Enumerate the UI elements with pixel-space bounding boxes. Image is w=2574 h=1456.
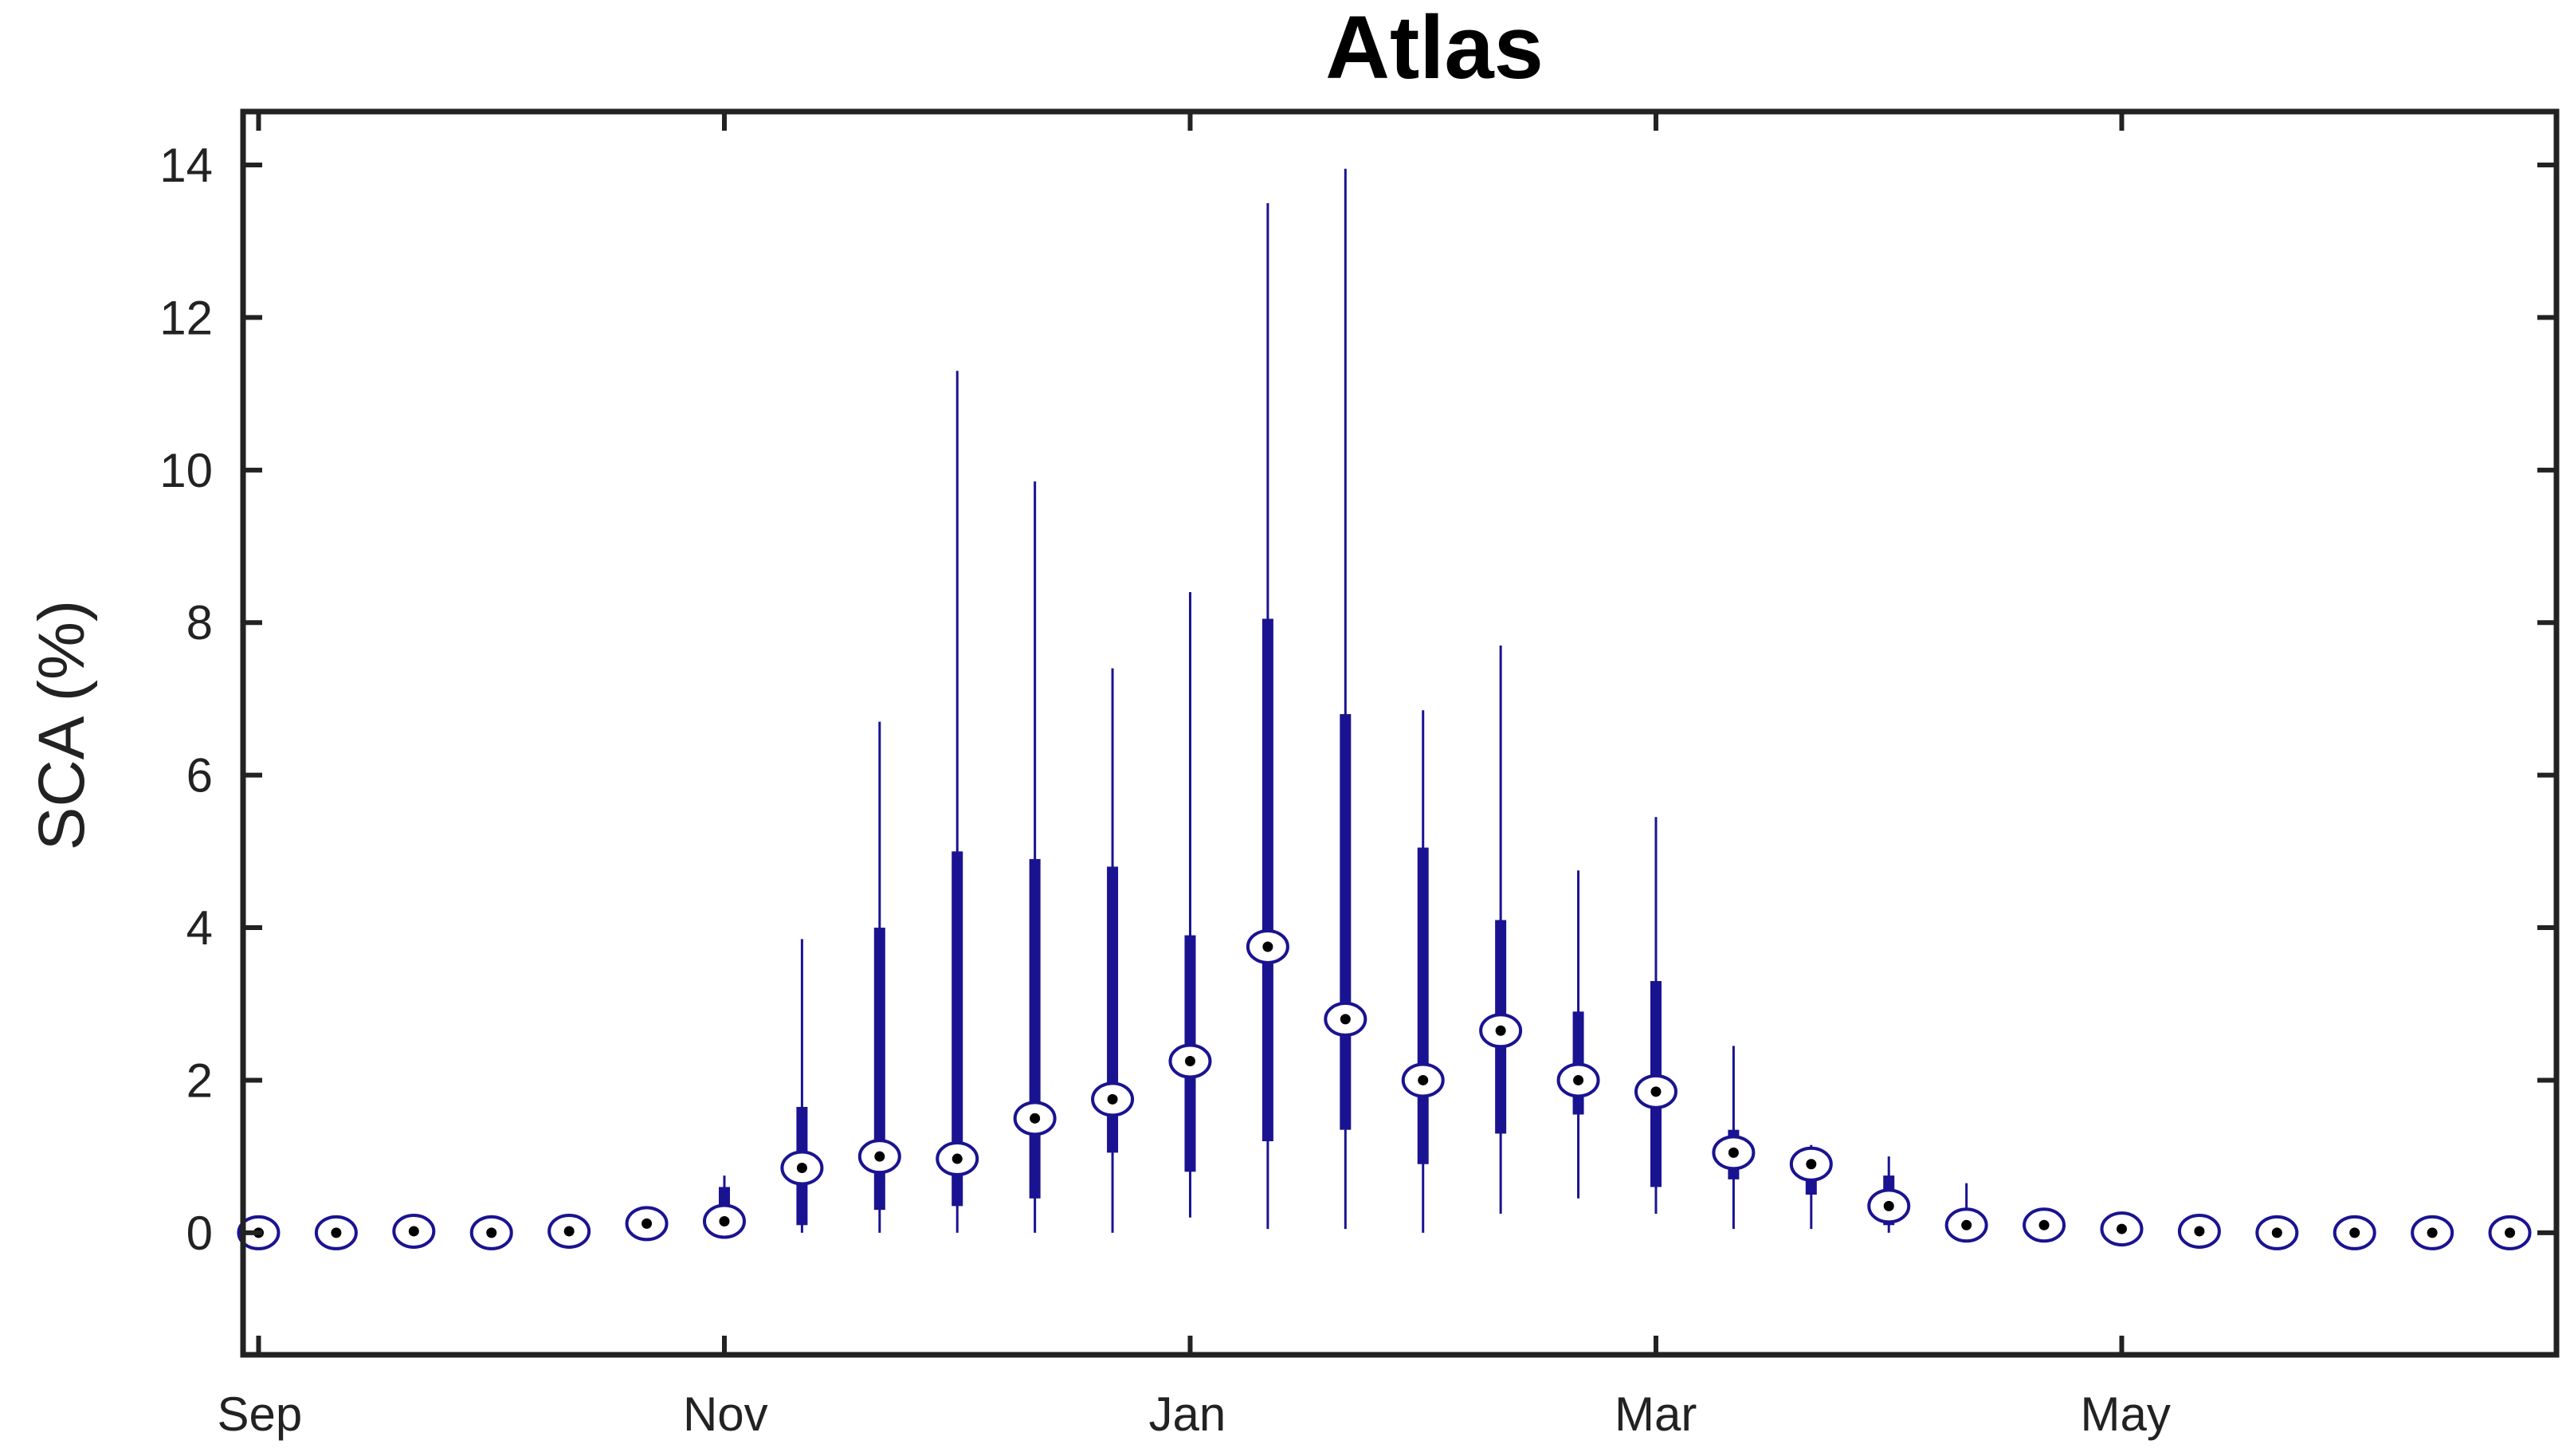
iqr-box [952, 851, 963, 1207]
median-dot [2194, 1226, 2205, 1237]
y-axis-ticks: 0 2 4 6 8 10 12 14 [159, 139, 2556, 1260]
median-dot [2038, 1219, 2050, 1230]
median-dot [1650, 1086, 1662, 1097]
y-tick-label: 12 [159, 291, 213, 344]
median-dot [1340, 1014, 1351, 1025]
y-tick-label: 14 [159, 139, 213, 192]
x-tick-label: Mar [1615, 1387, 1697, 1441]
x-tick-label: Jan [1148, 1387, 1226, 1441]
box-group [314, 1215, 358, 1250]
box-group [469, 1215, 513, 1250]
median-dot [2505, 1227, 2516, 1238]
median-dot [1030, 1113, 1041, 1124]
y-tick-label: 6 [186, 749, 213, 803]
median-dot [2427, 1227, 2438, 1238]
median-dot [719, 1216, 730, 1227]
median-dot [952, 1153, 963, 1164]
x-axis-ticks: Sep Nov Jan Mar May [217, 112, 2171, 1441]
box-group [547, 1213, 591, 1249]
box-group [1013, 481, 1057, 1233]
median-dot [563, 1226, 575, 1237]
box-group [1867, 1156, 1911, 1233]
median-dot [1573, 1074, 1584, 1085]
box-group [2023, 1207, 2066, 1243]
median-dot [642, 1218, 653, 1229]
median-dot [796, 1163, 807, 1174]
plot-marks [237, 168, 2532, 1250]
box-group [1324, 168, 1367, 1230]
box-group [392, 1213, 436, 1249]
median-dot [2349, 1227, 2360, 1238]
x-tick-label: Sep [217, 1387, 302, 1441]
median-dot [1883, 1200, 1894, 1211]
box-group [2255, 1215, 2299, 1250]
y-tick-label: 4 [186, 901, 213, 955]
box-group [1401, 710, 1445, 1233]
median-dot [1495, 1025, 1506, 1036]
median-dot [1262, 941, 1273, 952]
box-group [936, 371, 979, 1233]
box-group [1168, 591, 1212, 1218]
iqr-box [1417, 847, 1429, 1164]
box-group [2100, 1211, 2144, 1247]
box-group [2333, 1215, 2376, 1250]
box-group [1634, 817, 1677, 1214]
box-group [2411, 1215, 2454, 1250]
median-dot [1107, 1093, 1118, 1105]
box-group [1479, 645, 1523, 1214]
chart-title: Atlas [1325, 0, 1544, 97]
box-group [2488, 1215, 2532, 1250]
median-dot [1728, 1147, 1739, 1158]
median-dot [486, 1227, 497, 1238]
box-group [780, 939, 824, 1233]
median-dot [874, 1151, 885, 1162]
median-dot [331, 1227, 342, 1238]
median-dot [1418, 1074, 1429, 1085]
iqr-box [1340, 714, 1352, 1130]
y-tick-label: 8 [186, 596, 213, 650]
median-dot [1961, 1219, 1972, 1230]
iqr-box [1261, 618, 1273, 1142]
box-group [1712, 1046, 1756, 1230]
iqr-box [1107, 866, 1119, 1153]
iqr-box [1029, 858, 1041, 1199]
median-dot [2271, 1227, 2282, 1238]
box-group [1944, 1183, 1988, 1243]
box-group [1091, 668, 1135, 1233]
box-group [2177, 1213, 2221, 1249]
y-tick-label: 0 [186, 1207, 213, 1260]
median-dot [1184, 1056, 1195, 1067]
y-tick-label: 10 [159, 444, 213, 497]
median-dot [408, 1226, 419, 1237]
box-group [857, 721, 901, 1233]
box-group [1556, 870, 1600, 1199]
median-dot [1806, 1159, 1817, 1170]
box-group [1789, 1144, 1833, 1230]
box-group [702, 1175, 746, 1239]
box-group [625, 1206, 669, 1242]
x-tick-label: Nov [683, 1387, 768, 1441]
y-axis-label: SCA (%) [26, 600, 98, 850]
box-group [1246, 202, 1289, 1230]
x-tick-label: May [2080, 1387, 2170, 1441]
y-tick-label: 2 [186, 1054, 213, 1107]
median-dot [2116, 1223, 2127, 1234]
plot-frame [240, 108, 2560, 1358]
